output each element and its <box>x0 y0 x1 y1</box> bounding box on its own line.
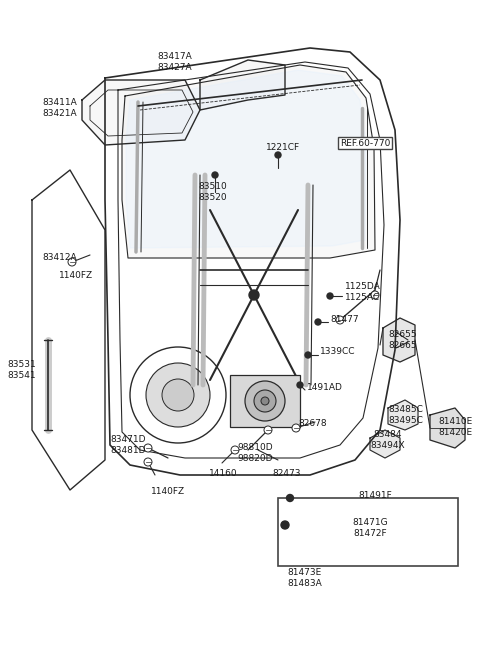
Text: 1125DA
1125AC: 1125DA 1125AC <box>345 282 381 302</box>
Text: 1140FZ: 1140FZ <box>151 487 185 497</box>
Text: 14160: 14160 <box>209 468 237 478</box>
Polygon shape <box>126 70 366 248</box>
Circle shape <box>212 172 218 178</box>
Circle shape <box>371 291 379 299</box>
Text: 81491F: 81491F <box>358 491 392 499</box>
Polygon shape <box>383 318 415 362</box>
Text: 81477: 81477 <box>330 314 359 323</box>
Text: 82473: 82473 <box>273 468 301 478</box>
Text: 83531
83541: 83531 83541 <box>8 360 36 380</box>
Polygon shape <box>370 430 400 458</box>
Circle shape <box>264 426 272 434</box>
Circle shape <box>162 379 194 411</box>
Circle shape <box>297 382 303 388</box>
Text: 81473E
81483A: 81473E 81483A <box>288 568 323 588</box>
Circle shape <box>130 347 226 443</box>
Text: 83471D
83481D: 83471D 83481D <box>110 436 146 455</box>
Text: 83411A
83421A: 83411A 83421A <box>43 98 77 117</box>
Text: 82655
82665: 82655 82665 <box>388 331 417 350</box>
Circle shape <box>249 290 259 300</box>
Circle shape <box>144 458 152 466</box>
Circle shape <box>327 293 333 299</box>
Circle shape <box>254 390 276 412</box>
Circle shape <box>146 363 210 427</box>
Polygon shape <box>388 400 418 430</box>
Circle shape <box>305 352 311 358</box>
Text: 82678: 82678 <box>298 419 326 428</box>
Text: 81410E
81420E: 81410E 81420E <box>438 417 472 437</box>
Circle shape <box>231 446 239 454</box>
Circle shape <box>315 319 321 325</box>
Bar <box>278 498 458 566</box>
Text: 83484
83494X: 83484 83494X <box>370 430 405 450</box>
Text: 1491AD: 1491AD <box>307 384 343 392</box>
Text: 1140FZ: 1140FZ <box>59 270 93 279</box>
Text: 1221CF: 1221CF <box>266 144 300 152</box>
Circle shape <box>68 258 76 266</box>
Polygon shape <box>200 60 285 110</box>
Circle shape <box>144 444 152 452</box>
Text: 83417A
83427A: 83417A 83427A <box>157 52 192 72</box>
Text: REF.60-770: REF.60-770 <box>340 138 390 148</box>
Circle shape <box>275 152 281 158</box>
Polygon shape <box>430 408 465 448</box>
Circle shape <box>281 521 289 529</box>
Text: 1339CC: 1339CC <box>320 348 356 356</box>
Text: 83510
83520: 83510 83520 <box>199 182 228 201</box>
Text: 81471G
81472F: 81471G 81472F <box>352 518 388 538</box>
Polygon shape <box>122 65 375 258</box>
Circle shape <box>287 495 293 501</box>
Circle shape <box>261 397 269 405</box>
Polygon shape <box>382 502 415 535</box>
Polygon shape <box>82 80 200 145</box>
Text: 83412A: 83412A <box>43 253 77 262</box>
Text: 98810D
98820D: 98810D 98820D <box>237 443 273 462</box>
Circle shape <box>336 316 344 324</box>
Text: 83485C
83495C: 83485C 83495C <box>388 405 423 424</box>
Circle shape <box>245 381 285 421</box>
Bar <box>230 375 300 427</box>
Circle shape <box>292 424 300 432</box>
